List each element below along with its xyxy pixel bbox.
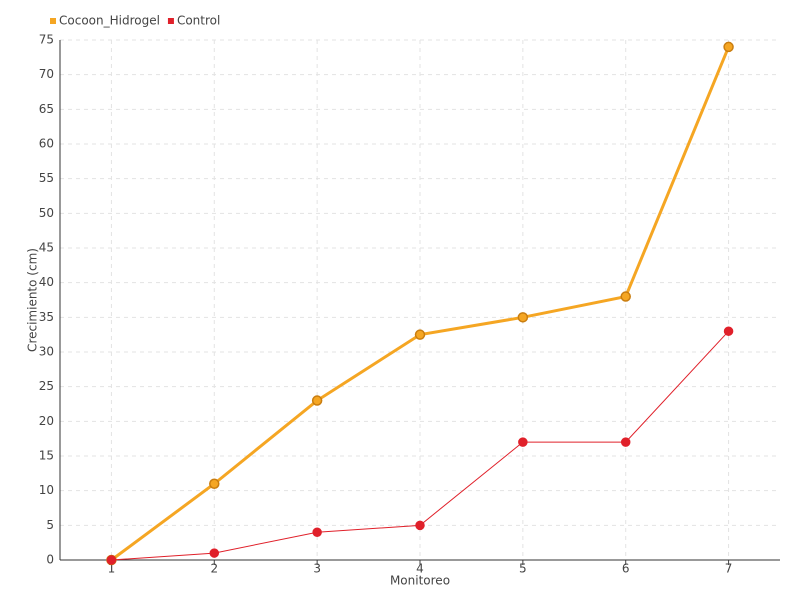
legend-swatch <box>167 18 174 24</box>
y-tick-label: 30 <box>39 345 54 359</box>
x-axis-label: Monitoreo <box>390 574 450 588</box>
data-point <box>415 520 425 531</box>
y-tick-label: 40 <box>39 275 54 289</box>
x-tick-label: 6 <box>622 562 630 576</box>
data-point <box>209 548 220 558</box>
data-point <box>620 291 631 302</box>
data-point <box>517 312 529 323</box>
legend-label: Control <box>177 14 220 28</box>
data-point <box>723 41 734 53</box>
y-tick-label: 60 <box>39 137 54 151</box>
y-tick-label: 35 <box>39 310 54 324</box>
y-tick-label: 65 <box>39 102 54 116</box>
y-tick-label: 75 <box>39 33 54 47</box>
data-point <box>723 326 734 336</box>
y-tick-label: 10 <box>39 483 54 497</box>
x-tick-label: 4 <box>416 562 424 576</box>
y-tick-label: 20 <box>39 414 54 428</box>
x-tick-label: 1 <box>108 562 116 576</box>
data-point <box>312 527 322 538</box>
legend-swatch <box>50 18 56 24</box>
y-tick-label: 50 <box>39 206 54 220</box>
data-point <box>620 437 631 447</box>
y-tick-label: 15 <box>39 449 54 463</box>
y-tick-label: 5 <box>46 518 54 532</box>
x-tick-label: 2 <box>210 562 218 576</box>
x-tick-label: 3 <box>313 562 321 576</box>
data-point <box>518 437 528 447</box>
x-tick-label: 7 <box>725 562 733 576</box>
data-point <box>209 478 220 489</box>
y-tick-label: 25 <box>39 379 54 393</box>
data-point <box>106 555 117 565</box>
y-tick-label: 55 <box>39 171 54 185</box>
y-tick-label: 0 <box>46 553 54 567</box>
x-tick-label: 5 <box>519 562 527 576</box>
y-axis-label: Crecimiento (cm) <box>26 248 40 352</box>
legend-label: Cocoon_Hidrogel <box>59 14 160 28</box>
y-tick-label: 70 <box>39 67 54 81</box>
data-point <box>414 329 426 340</box>
y-tick-label: 45 <box>39 241 54 255</box>
data-point <box>311 395 323 406</box>
